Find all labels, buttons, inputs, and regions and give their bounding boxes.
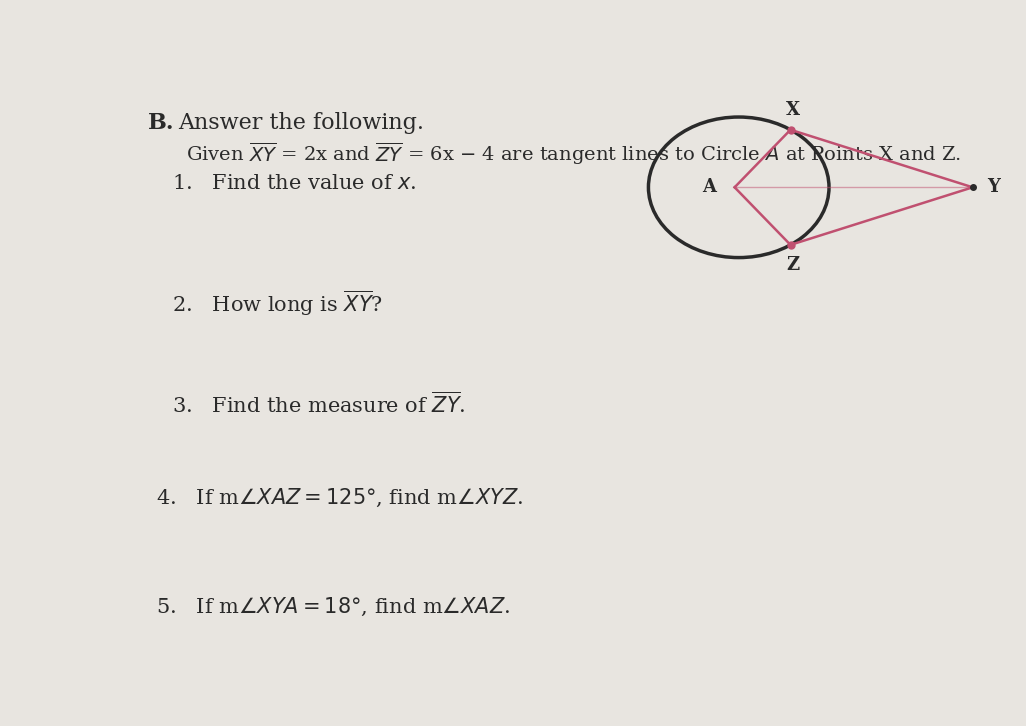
Text: Given $\overline{XY}$ = 2x and $\overline{ZY}$ = 6x $-$ 4 are tangent lines to C: Given $\overline{XY}$ = 2x and $\overlin… <box>186 140 961 167</box>
Text: 4.   If m$\angle XAZ = 125°$, find m$\angle XYZ$.: 4. If m$\angle XAZ = 125°$, find m$\angl… <box>156 487 523 509</box>
Text: 1.   Find the value of $x$.: 1. Find the value of $x$. <box>172 174 417 193</box>
Text: 5.   If m$\angle XYA = 18°$, find m$\angle XAZ$.: 5. If m$\angle XYA = 18°$, find m$\angle… <box>156 596 510 618</box>
Text: Y: Y <box>987 179 1000 196</box>
Text: 3.   Find the measure of $\overline{ZY}$.: 3. Find the measure of $\overline{ZY}$. <box>172 392 466 417</box>
Text: Z: Z <box>786 256 799 274</box>
Text: X: X <box>786 101 799 118</box>
Text: Answer the following.: Answer the following. <box>179 113 425 134</box>
Text: A: A <box>702 179 716 196</box>
Text: B.: B. <box>148 113 174 134</box>
Text: 2.   How long is $\overline{XY}$?: 2. How long is $\overline{XY}$? <box>172 288 383 317</box>
